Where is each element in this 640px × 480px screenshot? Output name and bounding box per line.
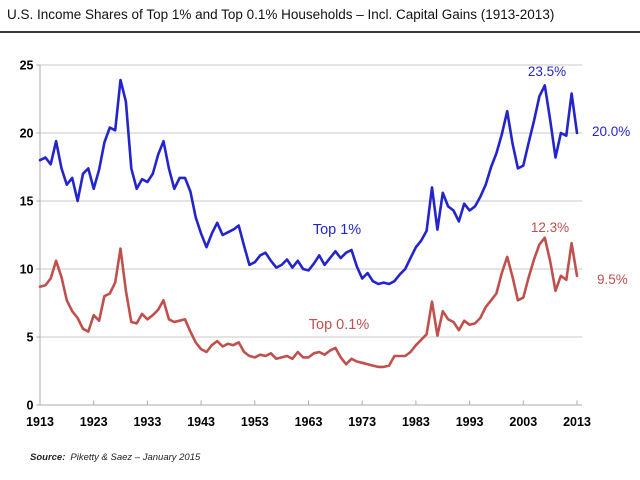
source-text: Piketty & Saez – January 2015 — [70, 452, 201, 463]
top01-percent-line — [38, 236, 579, 369]
top1-series-label: Top 1% — [313, 222, 361, 238]
title-underline — [0, 31, 640, 33]
y-tick-label: 5 — [27, 331, 34, 345]
y-tick-label: 0 — [27, 399, 34, 413]
x-tick-label: 2013 — [563, 415, 591, 429]
annotation-20.0-label: 20.0% — [592, 124, 630, 139]
annotation-12.3-label: 12.3% — [531, 220, 569, 235]
x-tick-label: 1993 — [456, 415, 484, 429]
y-tick-label: 15 — [20, 195, 34, 209]
annotation-23.5-label: 23.5% — [528, 64, 566, 79]
source-label: Source: — [30, 452, 66, 463]
x-tick-label: 2003 — [509, 415, 537, 429]
x-tick-label: 1923 — [80, 415, 108, 429]
annotation-9.5-label: 9.5% — [597, 272, 628, 287]
x-tick-label: 1973 — [348, 415, 376, 429]
y-tick-label: 25 — [20, 59, 34, 73]
source-note: Source: Piketty & Saez – January 2015 — [30, 452, 200, 463]
y-tick-label: 10 — [20, 263, 34, 277]
chart-title: U.S. Income Shares of Top 1% and Top 0.1… — [7, 7, 555, 22]
y-tick-label: 20 — [20, 127, 34, 141]
x-tick-label: 1943 — [187, 415, 215, 429]
x-tick-label: 1983 — [402, 415, 430, 429]
top01-series-label: Top 0.1% — [309, 317, 370, 333]
x-tick-label: 1933 — [133, 415, 161, 429]
x-tick-label: 1913 — [26, 415, 54, 429]
x-tick-label: 1963 — [295, 415, 323, 429]
top1-percent-line — [38, 78, 579, 286]
x-tick-label: 1953 — [241, 415, 269, 429]
